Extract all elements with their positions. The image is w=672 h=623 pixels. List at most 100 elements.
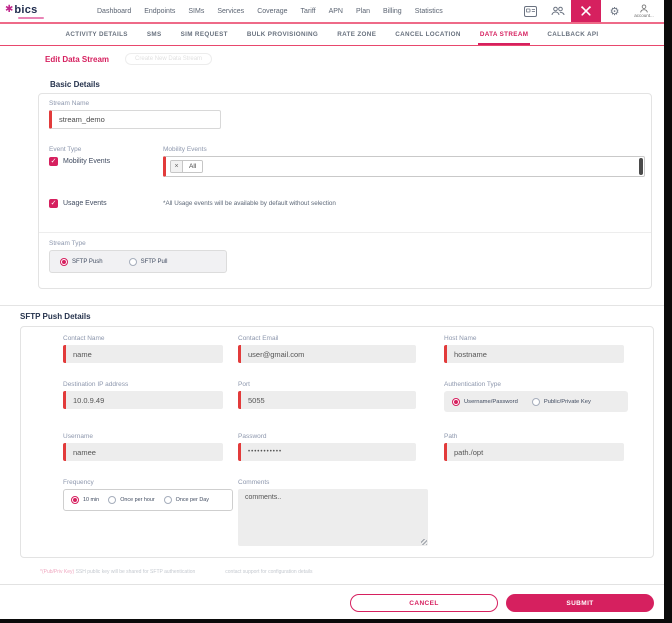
username-input[interactable]: namee xyxy=(63,443,223,461)
auth-option-public-private-key[interactable]: Public/Private Key xyxy=(531,397,591,406)
mobility-events-select-label: Mobility Events xyxy=(163,146,207,153)
tab-sms[interactable]: SMS xyxy=(146,31,162,38)
stream-type-option-sftp-push[interactable]: SFTP Push xyxy=(60,257,103,266)
username-label: Username xyxy=(63,433,93,440)
stream-type-option-sftp-pull[interactable]: SFTP Pull xyxy=(128,257,167,266)
once-per-day-label: Once per Day xyxy=(175,497,209,503)
ten-min-label: 10 min xyxy=(83,497,100,503)
sftp-details-heading: SFTP Push Details xyxy=(20,312,91,321)
event-type-group: Event Type Mobility Events xyxy=(49,146,110,166)
section-divider xyxy=(39,232,651,233)
contact-email-group: Contact Email user@gmail.com xyxy=(238,335,416,363)
host-name-label: Host Name xyxy=(444,335,477,342)
frequency-option-once-per-hour[interactable]: Once per hour xyxy=(108,496,155,504)
radio-unselected-icon xyxy=(531,397,540,406)
submit-button[interactable]: SUBMIT xyxy=(506,594,654,612)
ghost-hint: Create New Data Stream xyxy=(125,53,213,65)
stream-name-input[interactable]: stream_demo xyxy=(49,110,221,129)
tab-cancel-location[interactable]: CANCEL LOCATION xyxy=(395,31,461,38)
port-label: Port xyxy=(238,381,250,388)
password-input[interactable]: ••••••••••• xyxy=(238,443,416,461)
host-name-input[interactable]: hostname xyxy=(444,345,624,363)
stream-name-group: Stream Name stream_demo xyxy=(49,100,221,129)
password-group: Password ••••••••••• xyxy=(238,433,416,461)
tab-callback-api[interactable]: CALLBACK API xyxy=(547,31,599,38)
nav-item-dashboard[interactable]: Dashboard xyxy=(97,7,132,15)
logo-star-icon: ✱ xyxy=(5,3,14,15)
mobility-events-checkbox-label: Mobility Events xyxy=(63,158,111,165)
selected-chip: × All xyxy=(170,160,204,173)
public-private-key-label: Public/Private Key xyxy=(543,398,591,405)
destination-ip-label: Destination IP address xyxy=(63,381,129,388)
path-input[interactable]: path./opt xyxy=(444,443,624,461)
nav-item-endpoints[interactable]: Endpoints xyxy=(144,7,176,15)
username-group: Username namee xyxy=(63,433,223,461)
destination-ip-input[interactable]: 10.0.9.49 xyxy=(63,391,223,409)
tab-activity-details[interactable]: ACTIVITY DETAILS xyxy=(65,31,128,38)
username-password-label: Username/Password xyxy=(464,398,518,405)
tab-sim-request[interactable]: SIM REQUEST xyxy=(180,31,228,38)
cancel-button[interactable]: CANCEL xyxy=(350,594,498,612)
footnote-link[interactable]: *(Pub/Priv Key) xyxy=(40,569,75,575)
port-input[interactable]: 5055 xyxy=(238,391,416,409)
page-header: Edit Data Stream Create New Data Stream xyxy=(0,47,664,71)
window-edge-right xyxy=(664,0,672,623)
brand-name: bics xyxy=(14,3,38,16)
path-group: Path path./opt xyxy=(444,433,624,461)
chip-label: All xyxy=(183,161,203,172)
sftp-details-card: Contact Name name Contact Email user@gma… xyxy=(20,326,654,558)
select-scrollbar[interactable] xyxy=(639,158,643,175)
tab-bulk-provisioning[interactable]: BULK PROVISIONING xyxy=(246,31,319,38)
topnav-icons: ⚙ account... xyxy=(517,0,660,22)
users-icon[interactable] xyxy=(544,0,571,22)
nav-item-services[interactable]: Services xyxy=(217,7,245,15)
footnote-text: SSH public key will be shared for SFTP a… xyxy=(75,569,196,575)
chip-remove-icon[interactable]: × xyxy=(171,161,183,172)
basic-details-heading: Basic Details xyxy=(50,80,100,89)
stream-type-group: Stream Type SFTP Push SFTP Pull xyxy=(49,240,227,273)
path-label: Path xyxy=(444,433,458,440)
radio-unselected-icon xyxy=(108,496,117,504)
nav-item-plan[interactable]: Plan xyxy=(356,7,371,15)
footnote-text-2: contact support for configuration detail… xyxy=(225,569,313,575)
frequency-option-10-min[interactable]: 10 min xyxy=(71,496,99,504)
nav-item-coverage[interactable]: Coverage xyxy=(257,7,288,15)
auth-option-username-password[interactable]: Username/Password xyxy=(452,397,518,406)
usage-events-checkbox[interactable] xyxy=(49,199,58,208)
nav-item-sims[interactable]: SIMs xyxy=(188,7,205,15)
mobility-events-checkbox[interactable] xyxy=(49,157,58,166)
radio-selected-icon xyxy=(452,397,460,406)
sub-navigation-tabs: ACTIVITY DETAILS SMS SIM REQUEST BULK PR… xyxy=(0,26,664,46)
comments-group: Comments comments.. xyxy=(238,479,428,546)
basic-details-card: Stream Name stream_demo Event Type Mobil… xyxy=(38,93,652,289)
contact-email-input[interactable]: user@gmail.com xyxy=(238,345,416,363)
nav-item-billing[interactable]: Billing xyxy=(383,7,402,15)
mobility-events-multiselect[interactable]: × All xyxy=(163,156,645,177)
comments-textarea[interactable]: comments.. xyxy=(238,489,428,546)
sim-card-icon[interactable] xyxy=(517,0,544,22)
once-per-hour-label: Once per hour xyxy=(120,497,155,503)
top-navigation-bar: ✱ bics Dashboard Endpoints SIMs Services… xyxy=(0,0,664,24)
frequency-option-once-per-day[interactable]: Once per Day xyxy=(163,496,209,504)
footnote: *(Pub/Priv Key) SSH public key will be s… xyxy=(40,569,640,575)
main-menu: Dashboard Endpoints SIMs Services Covera… xyxy=(97,8,443,15)
person-icon xyxy=(640,4,648,13)
radio-selected-icon xyxy=(71,496,79,504)
nav-item-apn[interactable]: APN xyxy=(328,7,343,15)
nav-item-statistics[interactable]: Statistics xyxy=(414,7,443,15)
page-section-divider xyxy=(0,305,664,306)
frequency-group: Frequency 10 min Once per hour Once per … xyxy=(63,479,233,511)
contact-name-group: Contact Name name xyxy=(63,335,223,363)
brand-logo[interactable]: ✱ bics xyxy=(5,4,67,19)
logo-tagline xyxy=(18,16,44,19)
radio-unselected-icon xyxy=(163,496,172,504)
tab-data-stream[interactable]: DATA STREAM xyxy=(477,26,531,45)
sftp-push-label: SFTP Push xyxy=(72,258,103,265)
contact-name-input[interactable]: name xyxy=(63,345,223,363)
tools-icon[interactable] xyxy=(571,0,601,22)
account-menu[interactable]: account... xyxy=(628,0,660,22)
resize-handle-icon[interactable] xyxy=(421,539,427,545)
gear-icon[interactable]: ⚙ xyxy=(609,4,620,18)
tab-rate-zone[interactable]: RATE ZONE xyxy=(337,31,377,38)
nav-item-tariff[interactable]: Tariff xyxy=(300,7,316,15)
